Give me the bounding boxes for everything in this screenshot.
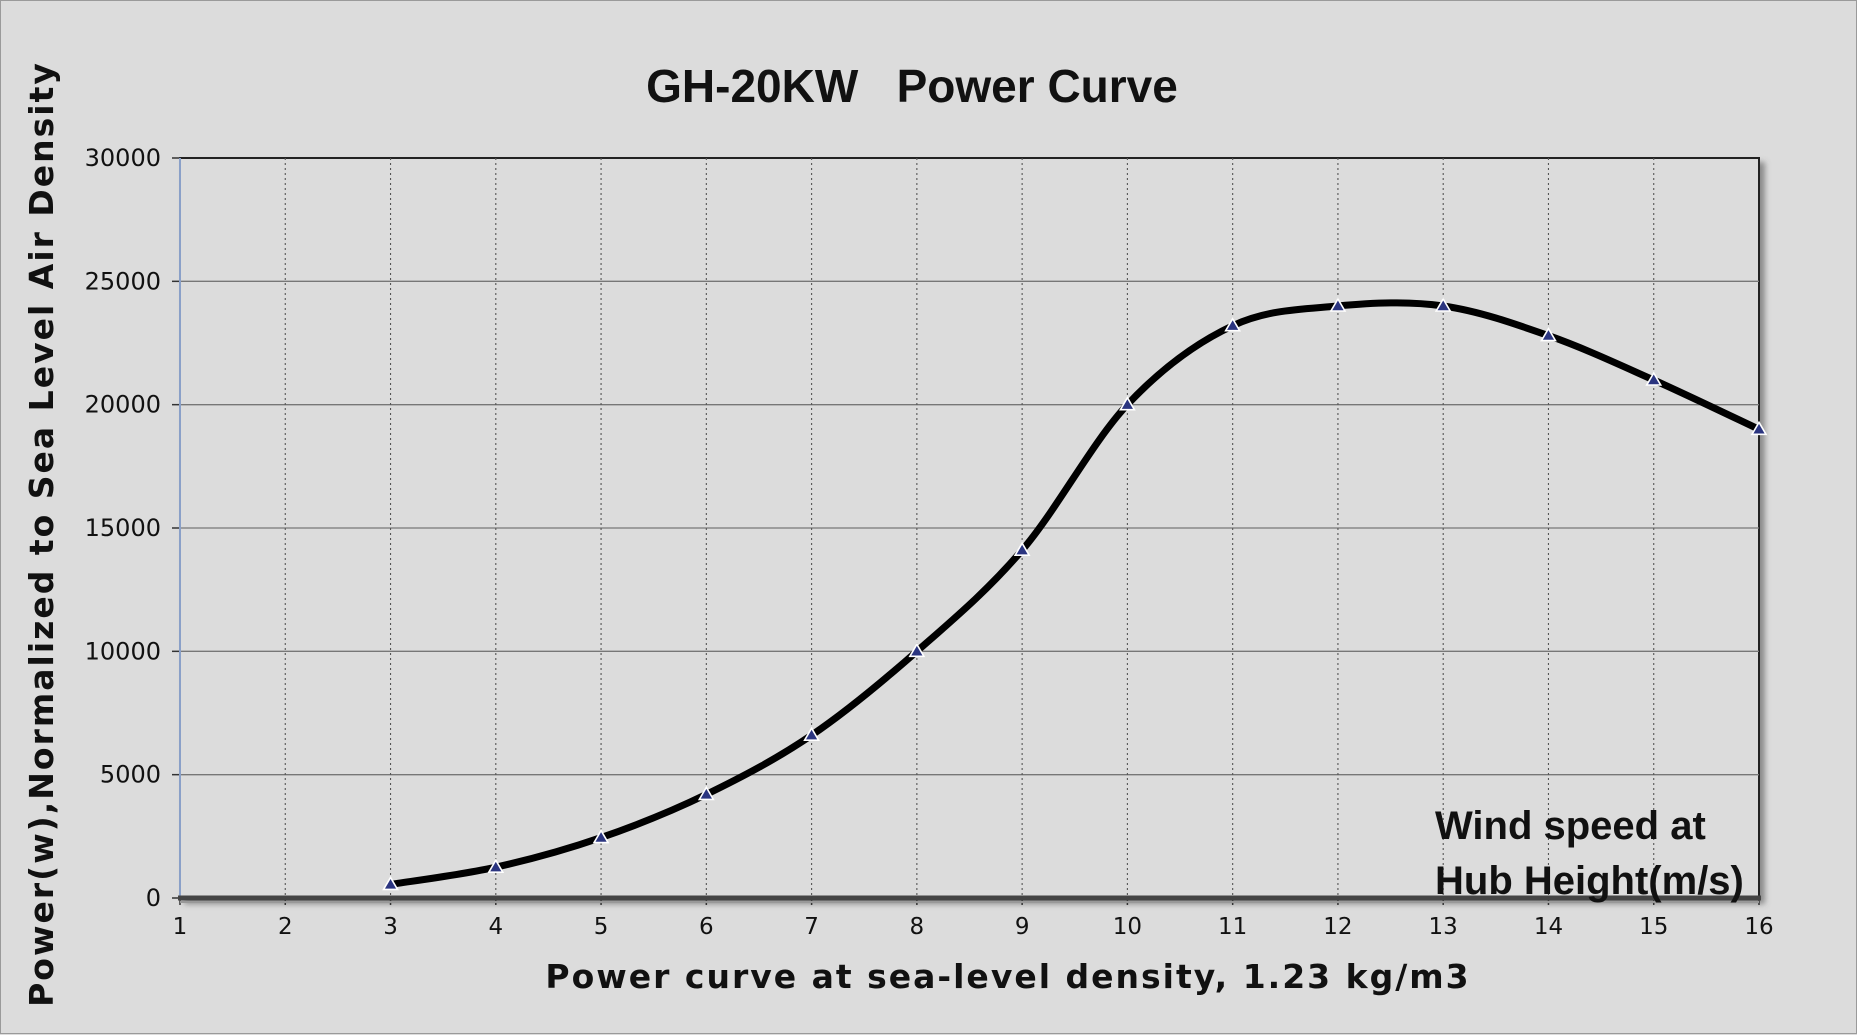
y-tick-label: 30000 bbox=[85, 144, 161, 172]
x-tick-label: 10 bbox=[1113, 914, 1142, 940]
grid bbox=[180, 158, 1759, 898]
x-tick-label: 2 bbox=[278, 914, 293, 940]
x-tick-label: 14 bbox=[1534, 914, 1563, 940]
series-curve bbox=[387, 299, 1763, 888]
data-point-marker bbox=[592, 828, 610, 844]
series-line bbox=[387, 299, 1763, 888]
x-tick-label: 1 bbox=[173, 914, 188, 940]
data-point-marker bbox=[1119, 396, 1136, 411]
x-tick-label: 7 bbox=[804, 914, 819, 940]
data-point-marker bbox=[1645, 371, 1663, 386]
x-tick-label: 9 bbox=[1015, 914, 1030, 940]
x-tick-label: 3 bbox=[383, 914, 398, 940]
data-point-marker bbox=[697, 785, 715, 801]
data-point-marker bbox=[908, 642, 926, 658]
data-point-marker bbox=[1329, 297, 1347, 312]
x-tick-label: 5 bbox=[594, 914, 609, 940]
x-tick-label: 12 bbox=[1323, 914, 1352, 940]
x-tick-label: 4 bbox=[488, 914, 503, 940]
data-point-marker bbox=[1434, 297, 1452, 312]
chart-title: GH-20KW Power Curve bbox=[646, 60, 1178, 112]
y-tick-label: 15000 bbox=[85, 514, 161, 542]
annotation-line-1: Wind speed at bbox=[1435, 804, 1706, 848]
y-tick-label: 10000 bbox=[85, 637, 161, 665]
x-tick-label: 6 bbox=[699, 914, 714, 940]
data-point-marker bbox=[1750, 420, 1768, 436]
y-axis-label: Power(w),Normalized to Sea Level Air Den… bbox=[22, 61, 61, 1007]
data-point-marker bbox=[803, 726, 820, 741]
data-point-marker bbox=[487, 858, 505, 873]
y-tick-label: 25000 bbox=[85, 267, 161, 295]
x-tick-label: 16 bbox=[1744, 914, 1773, 940]
data-point-marker bbox=[1013, 541, 1031, 556]
x-tick-label: 13 bbox=[1429, 914, 1458, 940]
y-tick-label: 0 bbox=[146, 884, 161, 912]
data-markers bbox=[382, 297, 1768, 891]
axes bbox=[172, 157, 1761, 905]
x-tick-label: 11 bbox=[1218, 914, 1247, 940]
x-axis-label: Power curve at sea-level density, 1.23 k… bbox=[545, 957, 1470, 996]
annotation-line-2: Hub Height(m/s) bbox=[1435, 859, 1744, 903]
data-point-marker bbox=[1224, 317, 1242, 332]
data-point-marker bbox=[382, 875, 399, 891]
y-tick-label: 20000 bbox=[85, 391, 161, 419]
y-tick-label: 5000 bbox=[100, 761, 161, 789]
data-point-marker bbox=[1540, 327, 1557, 342]
x-tick-label: 15 bbox=[1639, 914, 1668, 940]
x-tick-label: 8 bbox=[910, 914, 925, 940]
